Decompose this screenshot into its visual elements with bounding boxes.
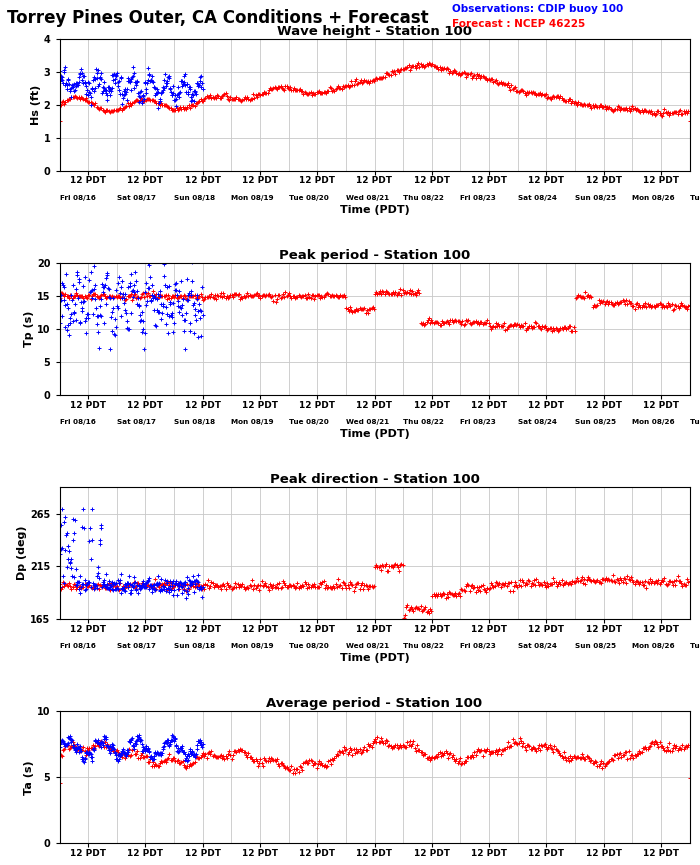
Text: Wed 08/21: Wed 08/21 — [346, 195, 389, 201]
X-axis label: Time (PDT): Time (PDT) — [340, 205, 410, 215]
Text: Mon 08/19: Mon 08/19 — [231, 419, 274, 425]
Text: Sat 08/24: Sat 08/24 — [518, 195, 556, 201]
Text: Tue 08/20: Tue 08/20 — [288, 643, 328, 649]
Text: Sat 08/17: Sat 08/17 — [117, 643, 155, 649]
Title: Wave height - Station 100: Wave height - Station 100 — [277, 25, 472, 38]
Text: Sat 08/17: Sat 08/17 — [117, 419, 155, 425]
Title: Peak period - Station 100: Peak period - Station 100 — [279, 249, 470, 262]
Text: Sun 08/18: Sun 08/18 — [174, 195, 215, 201]
Text: Wed 08/21: Wed 08/21 — [346, 419, 389, 425]
Text: Torrey Pines Outer, CA Conditions + Forecast: Torrey Pines Outer, CA Conditions + Fore… — [7, 9, 428, 27]
X-axis label: Time (PDT): Time (PDT) — [340, 653, 410, 663]
Text: Mon 08/19: Mon 08/19 — [231, 195, 274, 201]
Text: Tue 08/27: Tue 08/27 — [690, 643, 700, 649]
Text: Tue 08/27: Tue 08/27 — [690, 419, 700, 425]
Y-axis label: Dp (deg): Dp (deg) — [18, 526, 27, 580]
Text: Sun 08/18: Sun 08/18 — [174, 419, 215, 425]
Text: Fri 08/16: Fri 08/16 — [60, 643, 95, 649]
Text: Sat 08/17: Sat 08/17 — [117, 195, 155, 201]
Text: Thu 08/22: Thu 08/22 — [403, 195, 444, 201]
Title: Peak direction - Station 100: Peak direction - Station 100 — [270, 473, 480, 486]
Text: Mon 08/19: Mon 08/19 — [231, 643, 274, 649]
Text: Fri 08/23: Fri 08/23 — [461, 195, 496, 201]
Text: Fri 08/16: Fri 08/16 — [60, 195, 95, 201]
Text: Sun 08/18: Sun 08/18 — [174, 643, 215, 649]
Title: Average period - Station 100: Average period - Station 100 — [267, 697, 482, 710]
Text: Tue 08/20: Tue 08/20 — [288, 419, 328, 425]
Text: Mon 08/26: Mon 08/26 — [632, 419, 675, 425]
Text: Thu 08/22: Thu 08/22 — [403, 419, 444, 425]
Text: Fri 08/16: Fri 08/16 — [60, 419, 95, 425]
X-axis label: Time (PDT): Time (PDT) — [340, 429, 410, 439]
Text: Wed 08/21: Wed 08/21 — [346, 643, 389, 649]
Text: Mon 08/26: Mon 08/26 — [632, 643, 675, 649]
Y-axis label: Tp (s): Tp (s) — [25, 311, 34, 347]
Text: Fri 08/23: Fri 08/23 — [461, 643, 496, 649]
Text: Sat 08/24: Sat 08/24 — [518, 419, 556, 425]
Text: Sun 08/25: Sun 08/25 — [575, 643, 616, 649]
Text: Mon 08/26: Mon 08/26 — [632, 195, 675, 201]
Text: Forecast : NCEP 46225: Forecast : NCEP 46225 — [452, 19, 584, 29]
Text: Thu 08/22: Thu 08/22 — [403, 643, 444, 649]
Text: Sun 08/25: Sun 08/25 — [575, 419, 616, 425]
Y-axis label: Ta (s): Ta (s) — [25, 760, 34, 795]
Y-axis label: Hs (ft): Hs (ft) — [31, 85, 41, 125]
Text: Observations: CDIP buoy 100: Observations: CDIP buoy 100 — [452, 4, 623, 15]
Text: Tue 08/27: Tue 08/27 — [690, 195, 700, 201]
Text: Tue 08/20: Tue 08/20 — [288, 195, 328, 201]
Text: Sun 08/25: Sun 08/25 — [575, 195, 616, 201]
Text: Fri 08/23: Fri 08/23 — [461, 419, 496, 425]
Text: Sat 08/24: Sat 08/24 — [518, 643, 556, 649]
